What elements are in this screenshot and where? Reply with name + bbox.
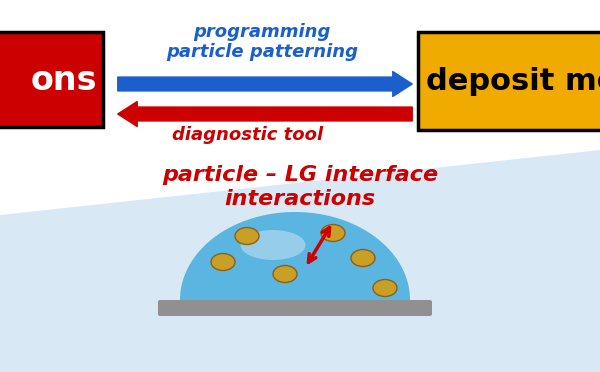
Ellipse shape	[321, 224, 345, 241]
Text: programming
particle patterning: programming particle patterning	[166, 23, 358, 61]
Text: deposit morp: deposit morp	[426, 67, 600, 96]
Polygon shape	[0, 0, 600, 215]
Polygon shape	[0, 150, 600, 372]
Ellipse shape	[241, 230, 305, 260]
Ellipse shape	[211, 253, 235, 270]
Text: particle – LG interface
interactions: particle – LG interface interactions	[162, 166, 438, 209]
Text: diagnostic tool: diagnostic tool	[172, 126, 323, 144]
FancyArrowPatch shape	[118, 102, 412, 126]
Ellipse shape	[351, 250, 375, 266]
Ellipse shape	[273, 266, 297, 282]
Polygon shape	[180, 212, 410, 300]
Ellipse shape	[235, 228, 259, 244]
FancyArrowPatch shape	[118, 71, 412, 96]
Text: ons: ons	[31, 64, 97, 96]
FancyBboxPatch shape	[0, 32, 103, 127]
FancyBboxPatch shape	[158, 300, 432, 316]
Ellipse shape	[373, 279, 397, 296]
FancyBboxPatch shape	[418, 32, 600, 130]
